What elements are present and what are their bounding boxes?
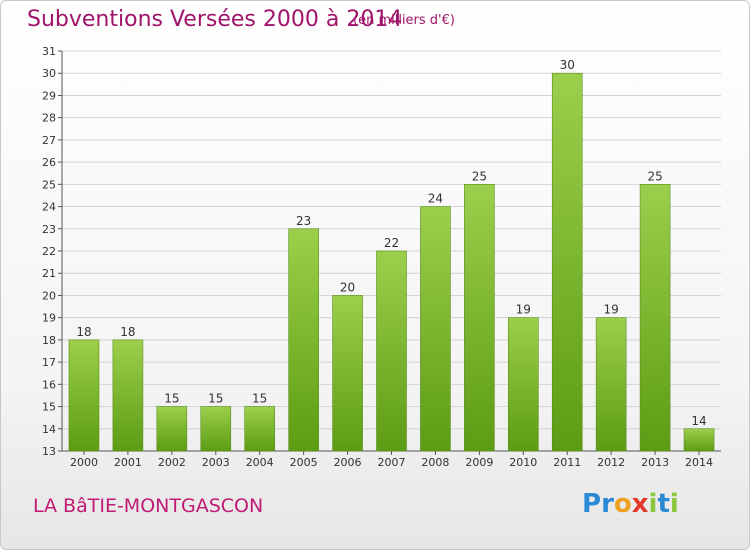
bar-2000 xyxy=(68,339,100,452)
proxiti-logo: Proxiti xyxy=(582,489,679,519)
y-tick-label: 18 xyxy=(42,334,56,347)
x-tick-label-2011: 2011 xyxy=(553,456,581,469)
y-tick-label: 14 xyxy=(42,423,56,436)
y-tick-label: 27 xyxy=(42,134,56,147)
y-tick-label: 20 xyxy=(42,289,56,302)
x-tick-label-2002: 2002 xyxy=(158,456,186,469)
data-label-2014: 14 xyxy=(691,414,706,428)
data-label-2008: 24 xyxy=(428,192,443,206)
logo-letter: x xyxy=(631,489,649,519)
bar-2006 xyxy=(332,295,363,452)
data-label-2011: 30 xyxy=(560,58,575,72)
x-tick-label-2004: 2004 xyxy=(246,456,274,469)
y-tick-label: 23 xyxy=(42,223,56,236)
y-tick-label: 28 xyxy=(42,112,56,125)
data-label-2006: 20 xyxy=(340,280,355,294)
data-label-2001: 18 xyxy=(120,325,135,339)
logo-letter: i xyxy=(669,489,679,519)
x-tick-label-2005: 2005 xyxy=(290,456,318,469)
x-tick-label-2014: 2014 xyxy=(685,456,713,469)
bar-2009 xyxy=(464,184,495,452)
data-label-2013: 25 xyxy=(647,169,662,183)
bar-2013 xyxy=(639,184,671,452)
y-tick-label: 17 xyxy=(42,356,56,369)
data-label-2009: 25 xyxy=(472,169,487,183)
bar-2014 xyxy=(683,428,715,452)
y-tick-label: 15 xyxy=(42,401,56,414)
bar-2008 xyxy=(420,206,451,452)
data-labels: 18 18 15 15 15 23 20 22 24 25 19 30 19 25 14 xyxy=(76,58,706,428)
data-label-2003: 15 xyxy=(208,392,223,406)
bar-2012 xyxy=(595,317,627,452)
y-tick-label: 29 xyxy=(42,89,56,102)
bar-2007 xyxy=(376,250,407,452)
y-tick-label: 26 xyxy=(42,156,56,169)
logo-letter: o xyxy=(613,489,632,519)
logo-letter: i xyxy=(648,489,658,519)
x-tick-label-2006: 2006 xyxy=(334,456,362,469)
y-tick-label: 25 xyxy=(42,178,56,191)
data-label-2005: 23 xyxy=(296,214,311,228)
data-label-2012: 19 xyxy=(604,303,619,317)
y-tick-label: 13 xyxy=(42,445,56,458)
x-tick-label-2000: 2000 xyxy=(70,456,98,469)
logo-letter: t xyxy=(657,489,670,519)
x-tick-label-2010: 2010 xyxy=(509,456,537,469)
x-tick-label-2003: 2003 xyxy=(202,456,230,469)
bar-2004 xyxy=(244,406,275,452)
x-tick-label-2008: 2008 xyxy=(421,456,449,469)
bar-2005 xyxy=(288,228,319,452)
logo-letter: P xyxy=(582,489,602,519)
x-tick-label-2009: 2009 xyxy=(465,456,493,469)
bar-2011 xyxy=(551,72,583,452)
y-tick-label: 19 xyxy=(42,312,56,325)
y-tick-label: 24 xyxy=(42,201,56,214)
commune-name: LA BâTIE-MONTGASCON xyxy=(33,495,264,517)
y-tick-label: 21 xyxy=(42,267,56,280)
data-label-2007: 22 xyxy=(384,236,399,250)
x-tick-label-2012: 2012 xyxy=(597,456,625,469)
bar-2003 xyxy=(200,406,232,452)
y-tick-label: 31 xyxy=(42,45,56,58)
y-tick-label: 22 xyxy=(42,245,56,258)
bars xyxy=(68,72,715,452)
y-tick-labels: 13 14 15 16 17 18 19 20 21 22 23 24 25 26 27 28 29 30 31 xyxy=(42,45,56,458)
data-label-2004: 15 xyxy=(252,392,267,406)
chart-unit-note: (en milliers d'€) xyxy=(353,13,455,28)
x-tick-label-2001: 2001 xyxy=(114,456,142,469)
x-tick-label-2007: 2007 xyxy=(378,456,406,469)
data-label-2000: 18 xyxy=(76,325,91,339)
bar-2001 xyxy=(112,339,144,452)
bar-2010 xyxy=(507,317,539,452)
x-tick-label-2013: 2013 xyxy=(641,456,669,469)
chart-title: Subventions Versées 2000 à 2014 xyxy=(27,7,403,32)
logo-letter: r xyxy=(601,489,614,519)
y-tick-label: 30 xyxy=(42,67,56,80)
data-label-2010: 19 xyxy=(516,303,531,317)
y-tick-label: 16 xyxy=(42,378,56,391)
x-tick-labels: 2000 2001 2002 2003 2004 2005 2006 2007 2008 2009… xyxy=(70,451,713,469)
bar-2002 xyxy=(156,406,188,452)
data-label-2002: 15 xyxy=(164,392,179,406)
